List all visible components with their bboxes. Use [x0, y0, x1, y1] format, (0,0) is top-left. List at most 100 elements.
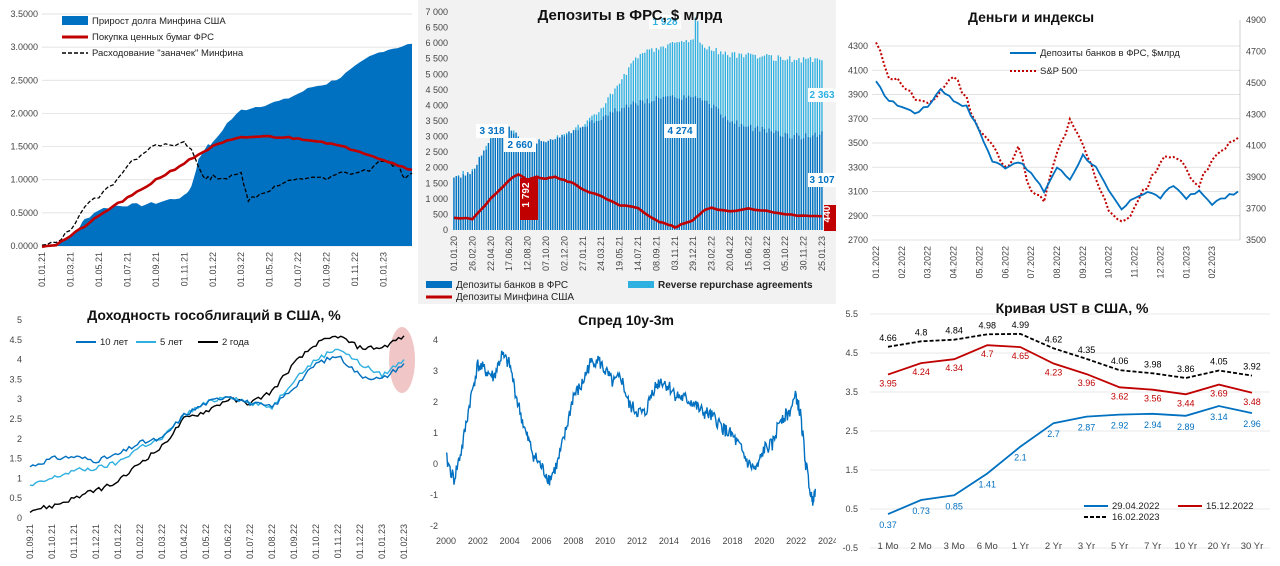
- y-tick-label: 4.5: [845, 348, 858, 358]
- bar-bank-deposits: [651, 101, 653, 231]
- bar-bank-deposits: [501, 131, 503, 230]
- chart-treasury-debt-svg: 0.0000 0.5000 1.0000 1.5000 2.0000 2.5000 3.00…: [10, 9, 413, 287]
- y-tick-label: 5.5: [845, 309, 858, 319]
- x-tick-label: 10.08.22: [762, 236, 772, 271]
- y-tick-label: 500: [433, 209, 448, 219]
- bar-bank-deposits: [637, 105, 639, 230]
- bar-bank-deposits: [492, 136, 494, 230]
- bar-bank-deposits: [591, 120, 593, 230]
- bar-bank-deposits: [538, 139, 540, 230]
- y-left-tick-label: 4300: [848, 41, 868, 51]
- data-label: 4.23: [1045, 368, 1063, 378]
- x-tick-label: 30 Yr: [1241, 541, 1264, 552]
- bar-bank-deposits: [770, 131, 772, 230]
- y-tick-label: 0.5: [845, 504, 858, 514]
- bar-bank-deposits: [579, 127, 582, 230]
- x-tick-label: 01.11.21: [69, 524, 79, 558]
- x-tick-label: 03.2022: [923, 246, 933, 279]
- data-label: 3.92: [1243, 362, 1261, 372]
- bar-bank-deposits: [662, 96, 664, 230]
- bar-bank-deposits: [678, 98, 680, 230]
- legend-swatch-debt: [62, 16, 88, 25]
- x-tick-label: 01.07.22: [245, 524, 255, 559]
- bar-bank-deposits: [563, 136, 565, 230]
- label-bank-2020: 3 318: [479, 126, 504, 137]
- x-tick-label: 01.01.22: [208, 252, 218, 287]
- y-tick-label: 2.0000: [10, 108, 38, 118]
- bar-bank-deposits: [547, 140, 549, 230]
- x-tick-label: 10.2022: [1104, 246, 1114, 279]
- chart-money-indexes: 2700 2900 3100 3300 3500 3700 3900 4100 4300 3500…: [838, 0, 1280, 296]
- x-tick-label: 09.2022: [1078, 246, 1088, 279]
- x-tick-label: 01.04.22: [179, 524, 189, 559]
- data-label: 2.96: [1243, 419, 1261, 429]
- bar-bank-deposits: [485, 149, 487, 230]
- data-label: 1.41: [979, 480, 997, 490]
- label-bank-last: 3 107: [809, 175, 834, 186]
- chart-title-ust: Кривая UST в США, %: [996, 300, 1149, 316]
- data-label: 4.24: [912, 367, 930, 377]
- bar-bank-deposits: [791, 138, 793, 230]
- legend-label-rrp: Reverse repurchase agreements: [658, 280, 813, 291]
- chart-title-yields: Доходность гособлигаций в США, %: [87, 307, 341, 323]
- y-tick-label: 4.5: [9, 335, 22, 345]
- bar-bank-deposits: [540, 141, 542, 230]
- y-right-tick-label: 3500: [1246, 235, 1266, 245]
- x-tick-label: 3 Mo: [944, 541, 965, 552]
- data-label: 4.05: [1210, 357, 1228, 367]
- bar-bank-deposits: [508, 126, 510, 230]
- y-tick-label: 0.5: [9, 493, 22, 503]
- y-tick-label: 0: [443, 225, 448, 235]
- x-tick-label: 22.04.20: [486, 236, 496, 271]
- x-tick-label: 2016: [691, 536, 711, 546]
- bar-bank-deposits: [644, 103, 646, 230]
- line-fed-purchases: [41, 134, 413, 249]
- label-tga-last-box: [824, 205, 836, 231]
- data-label: 4.99: [1012, 320, 1030, 330]
- legend-swatch-banks: [426, 281, 452, 288]
- bar-bank-deposits: [658, 97, 660, 230]
- bar-bank-deposits: [503, 132, 506, 230]
- data-label: 3.96: [1078, 378, 1096, 388]
- x-tick-label: 01.05.22: [201, 524, 211, 559]
- x-tick-label: 2012: [627, 536, 647, 546]
- x-tick-label: 01.12.22: [355, 524, 365, 559]
- bar-bank-deposits: [474, 168, 476, 230]
- x-tick-label: 2004: [500, 536, 520, 546]
- bar-bank-deposits: [733, 123, 736, 230]
- data-label: 4.66: [879, 333, 897, 343]
- label-rrp-last: 2 363: [809, 90, 834, 101]
- bar-bank-deposits: [616, 111, 618, 230]
- bar-bank-deposits: [607, 115, 609, 230]
- y-tick-label: 2 500: [425, 147, 448, 157]
- bar-bank-deposits: [768, 128, 770, 230]
- bar-bank-deposits: [621, 108, 623, 230]
- bar-bank-deposits: [453, 177, 455, 230]
- bar-bank-deposits: [775, 130, 777, 230]
- bar-bank-deposits: [685, 97, 687, 230]
- y-tick-label: 3 500: [425, 116, 448, 126]
- label-bank-mid: 2 660: [507, 140, 532, 151]
- bar-bank-deposits: [692, 97, 694, 230]
- y-tick-label: 3: [17, 394, 22, 404]
- chart-fed-deposits: 0 500 1 000 1 500 2 000 2 500 3 000 3 500 4 000 4…: [418, 0, 836, 304]
- legend-label-deposits: Депозиты банков в ФРС, $млрд: [1040, 48, 1180, 59]
- x-tick-label: 12.2022: [1155, 246, 1165, 279]
- bar-bank-deposits: [559, 137, 561, 230]
- data-label: 3.98: [1144, 359, 1162, 369]
- y-left-tick-label: 4100: [848, 65, 868, 75]
- x-tick-label: 1 Mo: [877, 541, 898, 552]
- y-tick-label: 7 000: [425, 7, 448, 17]
- x-tick-label: 1 Yr: [1012, 541, 1029, 552]
- y-tick-label: 1.5: [845, 465, 858, 475]
- bar-bank-deposits: [805, 133, 807, 230]
- data-label: 3.44: [1177, 398, 1195, 408]
- data-label: 3.95: [879, 378, 897, 388]
- x-tick-label: 2010: [595, 536, 615, 546]
- bar-bank-deposits: [549, 139, 552, 230]
- x-tick-label: 05.10.22: [780, 236, 790, 271]
- y-tick-label: 1: [17, 473, 22, 483]
- y-left-tick-label: 3900: [848, 90, 868, 100]
- x-tick-label: 2 Mo: [911, 541, 932, 552]
- bar-bank-deposits: [713, 104, 715, 230]
